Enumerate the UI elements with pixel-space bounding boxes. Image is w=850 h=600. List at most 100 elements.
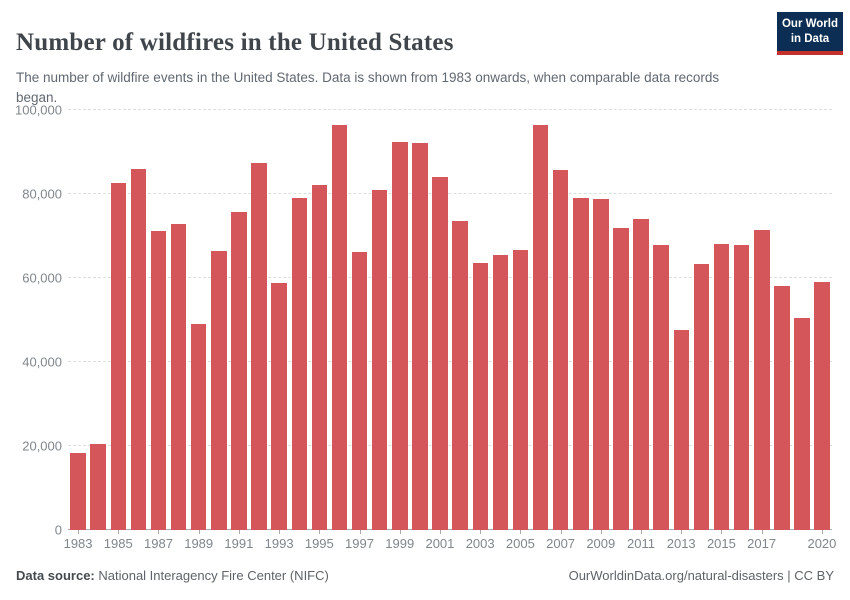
bar-rect-2017[interactable] <box>754 229 770 530</box>
bar-2014[interactable] <box>691 110 711 530</box>
x-tick-2013 <box>681 530 683 534</box>
bar-2006[interactable] <box>531 110 551 530</box>
bar-rect-1998[interactable] <box>371 189 388 530</box>
bar-rect-2019[interactable] <box>794 318 810 530</box>
bar-rect-2005[interactable] <box>512 249 529 530</box>
bar-rect-2007[interactable] <box>552 170 569 530</box>
bar-rect-1997[interactable] <box>351 251 368 530</box>
bar-rect-2010[interactable] <box>613 227 629 530</box>
bar-1997[interactable] <box>350 110 370 530</box>
bar-rect-1986[interactable] <box>130 169 147 530</box>
bar-rect-1987[interactable] <box>150 230 167 530</box>
bar-rect-1983[interactable] <box>70 453 86 530</box>
bar-rect-2015[interactable] <box>713 243 730 530</box>
bar-2019[interactable] <box>792 110 812 530</box>
owid-link[interactable]: OurWorldinData.org/natural-disasters | C… <box>568 568 834 583</box>
bar-rect-1984[interactable] <box>90 443 106 530</box>
bar-2016[interactable] <box>732 110 752 530</box>
bar-2011[interactable] <box>631 110 651 530</box>
bar-rect-2014[interactable] <box>693 264 710 530</box>
bar-2015[interactable] <box>712 110 732 530</box>
bar-2008[interactable] <box>571 110 591 530</box>
bar-1986[interactable] <box>128 110 148 530</box>
x-tick-2009 <box>600 530 602 534</box>
bar-rect-1991[interactable] <box>231 211 247 530</box>
bar-2013[interactable] <box>671 110 691 530</box>
bar-rect-2001[interactable] <box>432 176 448 530</box>
bar-2018[interactable] <box>772 110 792 530</box>
bar-rect-2011[interactable] <box>633 218 649 530</box>
bar-rect-1992[interactable] <box>251 162 267 530</box>
bar-1987[interactable] <box>148 110 168 530</box>
bar-2000[interactable] <box>410 110 430 530</box>
bar-1983[interactable] <box>68 110 88 530</box>
bar-rect-1994[interactable] <box>291 197 307 530</box>
y-tick-label-0: 0 <box>54 522 62 538</box>
bar-rect-2002[interactable] <box>452 221 468 530</box>
x-tick-label-1987: 1987 <box>144 536 173 551</box>
bar-rect-2012[interactable] <box>653 245 669 530</box>
bar-2017[interactable] <box>752 110 772 530</box>
bar-rect-2008[interactable] <box>573 198 589 530</box>
bar-2002[interactable] <box>450 110 470 530</box>
x-tick-label-2007: 2007 <box>546 536 576 551</box>
owid-logo-line2: in Data <box>790 32 830 45</box>
x-tick-1989 <box>198 530 200 534</box>
bar-rect-1988[interactable] <box>170 224 187 530</box>
bar-1989[interactable] <box>189 110 209 530</box>
bar-1984[interactable] <box>88 110 108 530</box>
bar-2004[interactable] <box>490 110 510 530</box>
bar-1998[interactable] <box>370 110 390 530</box>
bar-rect-1989[interactable] <box>190 324 207 530</box>
owid-logo[interactable]: Our World in Data <box>777 12 843 55</box>
bar-1991[interactable] <box>229 110 249 530</box>
bar-2003[interactable] <box>470 110 490 530</box>
bar-rect-1996[interactable] <box>331 125 348 530</box>
bar-2005[interactable] <box>510 110 530 530</box>
chart-subtitle: The number of wildfire events in the Uni… <box>16 69 720 105</box>
y-tick-label-100000: 100,000 <box>15 102 62 118</box>
x-tick-label-2017: 2017 <box>747 536 777 551</box>
x-axis-labels: 1983 1985 1987 1989 1991 1993 1995 1997 1999 2001… <box>64 536 837 552</box>
page-title: Number of wildfires in the United States <box>16 28 454 56</box>
bar-1988[interactable] <box>169 110 189 530</box>
x-tick-1991 <box>238 530 240 534</box>
bar-rect-2004[interactable] <box>492 255 509 530</box>
bar-2020[interactable] <box>812 110 832 530</box>
bar-rect-2018[interactable] <box>774 286 790 530</box>
bar-2010[interactable] <box>611 110 631 530</box>
x-tick-label-2003: 2003 <box>465 536 495 551</box>
bar-rect-2000[interactable] <box>412 142 428 530</box>
bar-rect-2006[interactable] <box>532 125 549 530</box>
bar-1995[interactable] <box>309 110 329 530</box>
x-tick-2001 <box>439 530 441 534</box>
bar-rect-2003[interactable] <box>472 262 488 530</box>
bar-rect-2009[interactable] <box>593 199 609 530</box>
bar-1985[interactable] <box>108 110 128 530</box>
bar-1996[interactable] <box>329 110 349 530</box>
bar-rect-1993[interactable] <box>271 283 287 530</box>
x-tick-1999 <box>399 530 401 534</box>
bar-2001[interactable] <box>430 110 450 530</box>
bar-rect-2020[interactable] <box>814 282 830 530</box>
bar-rect-1990[interactable] <box>211 250 227 530</box>
owid-logo-line1: Our World <box>781 18 838 31</box>
bar-rect-1985[interactable] <box>110 183 126 530</box>
y-tick-label-40000: 40,000 <box>22 354 62 370</box>
data-source-label: Data source: <box>16 568 95 583</box>
bar-1994[interactable] <box>289 110 309 530</box>
bar-rect-2016[interactable] <box>733 245 750 530</box>
bar-2009[interactable] <box>591 110 611 530</box>
y-axis: 0 20,000 40,000 60,000 80,000 100,000 <box>0 103 62 538</box>
bar-2007[interactable] <box>551 110 571 530</box>
bar-rect-2013[interactable] <box>673 330 690 530</box>
x-tick-label-2001: 2001 <box>425 536 455 551</box>
bar-1990[interactable] <box>209 110 229 530</box>
bar-2012[interactable] <box>651 110 671 530</box>
bar-1993[interactable] <box>269 110 289 530</box>
bar-1992[interactable] <box>249 110 269 530</box>
bar-rect-1999[interactable] <box>392 141 408 530</box>
bar-rect-1995[interactable] <box>311 184 328 530</box>
x-tick-label-2009: 2009 <box>586 536 616 551</box>
bar-1999[interactable] <box>390 110 410 530</box>
